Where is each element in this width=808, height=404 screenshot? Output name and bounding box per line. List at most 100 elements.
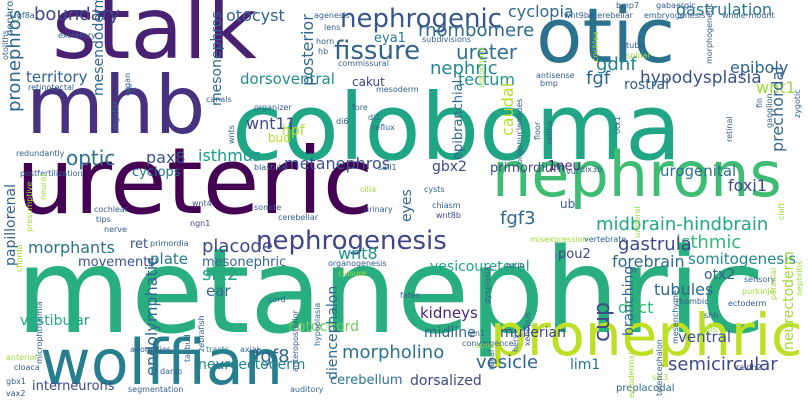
word-pronephric: pronephric	[490, 301, 803, 369]
word-pax8: pax8	[146, 148, 186, 167]
word-hypodysplasia: hypodysplasia	[640, 68, 762, 88]
word-urogenital: urogenital	[660, 162, 737, 180]
word-dorsoventral: dorsoventral	[240, 70, 335, 88]
word-closure: closure	[338, 269, 367, 278]
word-ureteric: ureteric	[16, 128, 374, 235]
word-fgf3: fgf3	[500, 208, 536, 229]
word-morphants: morphants	[28, 238, 115, 257]
word-primordium: primordium	[490, 161, 566, 176]
word-zebrafish: zebrafish	[197, 315, 206, 352]
word-microphthalmia: microphthalmia	[35, 301, 44, 364]
word-tailbud: tailbud	[183, 334, 192, 362]
word-tracts: tracts	[206, 345, 230, 354]
word-neuroectoderm: neuroectoderm	[198, 357, 306, 373]
word-urinary: urinary	[364, 205, 393, 214]
word-purkinje: purkinje	[742, 287, 775, 296]
word-chiasm: chiasm	[432, 201, 461, 210]
word-shh: shh	[704, 311, 719, 320]
word-fgf8a: fgf8a	[14, 11, 35, 20]
word-branching: branching	[621, 265, 637, 336]
word-ret: ret	[130, 237, 149, 252]
word-hypoplasia: hypoplasia	[313, 302, 322, 346]
word-1neu: 1neu	[548, 159, 581, 174]
word-eya1: eya1	[374, 31, 406, 46]
word-retinal: retinal	[725, 116, 734, 142]
word-bud: bud	[268, 131, 291, 145]
word-six3: six3	[652, 373, 669, 382]
word-oligonucleotides: oligonucleotides	[515, 98, 524, 164]
word-redundantly: redundantly	[16, 149, 65, 158]
word-caudal: caudal	[498, 82, 517, 136]
word-plate: plate	[150, 250, 188, 268]
word-interneurons: interneurons	[32, 379, 115, 394]
word-paraxial: paraxial	[769, 267, 778, 300]
word-cerebellum: cerebellum	[330, 373, 403, 388]
word-endolymphatic: endolymphatic	[142, 256, 161, 376]
word-telencephalon: telencephalon	[655, 339, 664, 396]
word-auditory: auditory	[290, 385, 324, 394]
word-wnt4: wnt4	[192, 199, 212, 208]
word-forebrain: forebrain	[612, 252, 685, 271]
word-ganglion: ganglion	[765, 93, 774, 128]
word-fissure: fissure	[334, 36, 421, 66]
word-duct: duct	[618, 298, 654, 317]
word-isthmic: isthmic	[676, 232, 742, 253]
word-organogenesis: organogenesis	[328, 259, 387, 268]
word-postfertilization: postfertilization	[20, 169, 83, 178]
word-morphogenetic: morphogenetic	[705, 3, 714, 64]
word-bmp7: bmp7	[616, 1, 640, 10]
word-ear: ear	[206, 282, 231, 300]
word-hb: hb	[318, 47, 329, 56]
word-nephrogenic: nephrogenic	[340, 4, 502, 34]
word-ventral: ventral	[678, 328, 732, 346]
word-fates: fates	[400, 291, 420, 300]
word-wnt1: wnt1	[756, 78, 796, 97]
word-reflux: reflux	[372, 123, 395, 132]
word-otocyst: otocyst	[226, 6, 285, 25]
word-rhombomere: rhombomere	[418, 20, 535, 41]
word-rerio: rerio	[506, 261, 525, 270]
word-preplacodal: preplacodal	[616, 383, 675, 394]
word-wnt8: wnt8	[338, 244, 378, 263]
word-ureter: ureter	[456, 40, 518, 64]
word-vur: vur	[566, 167, 580, 176]
word-territory: territory	[26, 68, 88, 86]
word-acerebellar: acerebellar	[588, 11, 633, 20]
word-morpholino: morpholino	[342, 342, 445, 363]
word-whole-mount: whole-mount	[722, 11, 775, 20]
word-metanephric: metanephric	[16, 222, 766, 360]
word-vegetal: vegetal	[111, 102, 120, 132]
word-di6: di6	[336, 117, 349, 126]
word-cochlear: cochlear	[94, 205, 129, 214]
word-ub: ub	[560, 197, 576, 211]
word-tips: tips	[96, 215, 111, 224]
word-mesenchyme: mesenchyme	[671, 290, 680, 344]
word-nephric: nephric	[430, 58, 498, 79]
word-zygotic: zygotic	[793, 89, 802, 118]
word-organizer: organizer	[254, 103, 292, 112]
word-cakut: cakut	[352, 75, 385, 89]
word-wnt9b: wnt9b	[564, 11, 589, 20]
word-anteroposterior: anteroposterior	[291, 310, 300, 372]
word-otx1: otx1	[613, 116, 622, 134]
word-eyes: eyes	[399, 189, 415, 222]
word-diencephalon: diencephalon	[325, 285, 341, 380]
word-midbrain-hindbrain: midbrain-hindbrain	[596, 214, 769, 235]
word-agenesis: agenesis	[314, 11, 350, 20]
word-xenopus: xenopus	[523, 312, 532, 346]
word-convergence: convergence	[462, 339, 514, 348]
word-otoliths: otoliths	[1, 30, 10, 60]
word-gbx2: gbx2	[432, 159, 467, 175]
word-floor: floor	[533, 121, 542, 140]
word-sall1: sall1	[378, 163, 397, 172]
word-renal: renal	[487, 349, 496, 370]
word-cysts: cysts	[424, 185, 445, 194]
word-midline: midline	[424, 325, 476, 341]
word-wolffian: wolffian	[40, 326, 284, 399]
word-cyclopia: cyclopia	[508, 2, 574, 21]
word-tubules: tubules	[654, 280, 714, 299]
word-blastula: blastula	[254, 163, 286, 172]
word-cloaca: cloaca	[14, 363, 40, 372]
word-embryogenesis: embryogenesis	[644, 11, 706, 20]
word-foxi1: foxi1	[728, 176, 768, 195]
